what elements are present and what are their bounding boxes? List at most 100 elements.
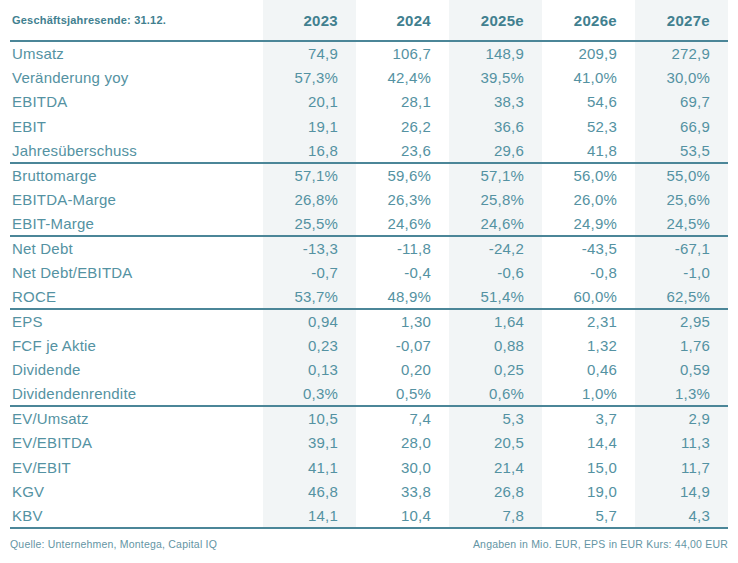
row-label: EBIT-Marge bbox=[10, 211, 263, 235]
table-cell: 25,5% bbox=[263, 211, 356, 235]
table-cell: 28,0 bbox=[356, 431, 449, 455]
table-cell: 272,9 bbox=[635, 41, 728, 65]
table-cell: 14,4 bbox=[542, 431, 635, 455]
table-row: EV/Umsatz10,57,45,33,72,9 bbox=[10, 406, 728, 430]
table-cell: 53,7% bbox=[263, 284, 356, 308]
table-cell: 30,0 bbox=[356, 455, 449, 479]
table-cell: 0,5% bbox=[356, 382, 449, 406]
row-label: ROCE bbox=[10, 284, 263, 308]
financials-page: Geschäftsjahresende: 31.12. 202320242025… bbox=[0, 0, 738, 550]
table-cell: 1,64 bbox=[449, 309, 542, 333]
table-cell: 53,5 bbox=[635, 138, 728, 162]
table-row: Dividendenrendite0,3%0,5%0,6%1,0%1,3% bbox=[10, 382, 728, 406]
table-cell: 57,1% bbox=[263, 163, 356, 187]
table-row: Umsatz74,9106,7148,9209,9272,9 bbox=[10, 41, 728, 65]
table-cell: 148,9 bbox=[449, 41, 542, 65]
table-cell: 26,8 bbox=[449, 479, 542, 503]
table-header: Geschäftsjahresende: 31.12. 202320242025… bbox=[10, 0, 728, 41]
table-cell: 0,20 bbox=[356, 357, 449, 381]
table-cell: 41,8 bbox=[542, 138, 635, 162]
column-header-year: 2027e bbox=[635, 0, 728, 41]
row-label: Dividendenrendite bbox=[10, 382, 263, 406]
table-cell: 39,1 bbox=[263, 431, 356, 455]
table-cell: 26,3% bbox=[356, 187, 449, 211]
table-cell: 0,88 bbox=[449, 333, 542, 357]
table-cell: -13,3 bbox=[263, 236, 356, 260]
table-cell: 69,7 bbox=[635, 90, 728, 114]
row-label: Net Debt bbox=[10, 236, 263, 260]
table-cell: 28,1 bbox=[356, 90, 449, 114]
table-cell: -0,6 bbox=[449, 260, 542, 284]
table-row: Net Debt/EBITDA-0,7-0,4-0,6-0,8-1,0 bbox=[10, 260, 728, 284]
column-header-year: 2026e bbox=[542, 0, 635, 41]
table-cell: -11,8 bbox=[356, 236, 449, 260]
table-row: Veränderung yoy57,3%42,4%39,5%41,0%30,0% bbox=[10, 65, 728, 89]
table-cell: 19,1 bbox=[263, 114, 356, 138]
table-cell: 41,0% bbox=[542, 65, 635, 89]
table-cell: 56,0% bbox=[542, 163, 635, 187]
row-label: Umsatz bbox=[10, 41, 263, 65]
table-cell: 24,9% bbox=[542, 211, 635, 235]
table-cell: 10,4 bbox=[356, 504, 449, 528]
table-cell: 16,8 bbox=[263, 138, 356, 162]
table-cell: -0,4 bbox=[356, 260, 449, 284]
table-row: ROCE53,7%48,9%51,4%60,0%62,5% bbox=[10, 284, 728, 308]
column-header-year: 2024 bbox=[356, 0, 449, 41]
table-row: EBIT-Marge25,5%24,6%24,6%24,9%24,5% bbox=[10, 211, 728, 235]
table-cell: 26,2 bbox=[356, 114, 449, 138]
row-label: EPS bbox=[10, 309, 263, 333]
table-cell: 46,8 bbox=[263, 479, 356, 503]
table-cell: 25,8% bbox=[449, 187, 542, 211]
row-label: Veränderung yoy bbox=[10, 65, 263, 89]
table-cell: 74,9 bbox=[263, 41, 356, 65]
row-label: EBITDA bbox=[10, 90, 263, 114]
table-cell: 30,0% bbox=[635, 65, 728, 89]
table-cell: 33,8 bbox=[356, 479, 449, 503]
table-cell: 24,5% bbox=[635, 211, 728, 235]
table-cell: 41,1 bbox=[263, 455, 356, 479]
table-cell: 11,7 bbox=[635, 455, 728, 479]
table-cell: 7,4 bbox=[356, 406, 449, 430]
table-cell: 20,5 bbox=[449, 431, 542, 455]
table-cell: -0,7 bbox=[263, 260, 356, 284]
table-row: KBV14,110,47,85,74,3 bbox=[10, 504, 728, 528]
row-label: Jahresüberschuss bbox=[10, 138, 263, 162]
table-cell: -0,8 bbox=[542, 260, 635, 284]
table-row: EBIT19,126,236,652,366,9 bbox=[10, 114, 728, 138]
table-cell: 5,7 bbox=[542, 504, 635, 528]
table-header-row: Geschäftsjahresende: 31.12. 202320242025… bbox=[10, 0, 728, 41]
table-cell: 209,9 bbox=[542, 41, 635, 65]
table-cell: 7,8 bbox=[449, 504, 542, 528]
row-label: EBIT bbox=[10, 114, 263, 138]
table-cell: 29,6 bbox=[449, 138, 542, 162]
table-cell: 55,0% bbox=[635, 163, 728, 187]
table-cell: 0,23 bbox=[263, 333, 356, 357]
source-note: Quelle: Unternehmen, Montega, Capital IQ bbox=[10, 538, 217, 550]
table-cell: 2,9 bbox=[635, 406, 728, 430]
table-section: EPS0,941,301,642,312,95FCF je Aktie0,23-… bbox=[10, 309, 728, 406]
column-header-year: 2023 bbox=[263, 0, 356, 41]
table-cell: 54,6 bbox=[542, 90, 635, 114]
row-label: EBITDA-Marge bbox=[10, 187, 263, 211]
row-label: FCF je Aktie bbox=[10, 333, 263, 357]
table-cell: -67,1 bbox=[635, 236, 728, 260]
row-label: KGV bbox=[10, 479, 263, 503]
table-cell: 1,3% bbox=[635, 382, 728, 406]
table-cell: 11,3 bbox=[635, 431, 728, 455]
table-cell: 1,0% bbox=[542, 382, 635, 406]
table-cell: 2,31 bbox=[542, 309, 635, 333]
table-cell: -0,07 bbox=[356, 333, 449, 357]
table-cell: 60,0% bbox=[542, 284, 635, 308]
row-label: EV/EBIT bbox=[10, 455, 263, 479]
column-header-year: 2025e bbox=[449, 0, 542, 41]
table-cell: 106,7 bbox=[356, 41, 449, 65]
table-cell: 15,0 bbox=[542, 455, 635, 479]
table-cell: 20,1 bbox=[263, 90, 356, 114]
row-label: Dividende bbox=[10, 357, 263, 381]
table-footer: Quelle: Unternehmen, Montega, Capital IQ… bbox=[10, 538, 728, 550]
table-cell: 10,5 bbox=[263, 406, 356, 430]
table-row: EBITDA-Marge26,8%26,3%25,8%26,0%25,6% bbox=[10, 187, 728, 211]
table-section: EV/Umsatz10,57,45,33,72,9EV/EBITDA39,128… bbox=[10, 406, 728, 528]
table-cell: 14,9 bbox=[635, 479, 728, 503]
table-section: Net Debt-13,3-11,8-24,2-43,5-67,1Net Deb… bbox=[10, 236, 728, 309]
